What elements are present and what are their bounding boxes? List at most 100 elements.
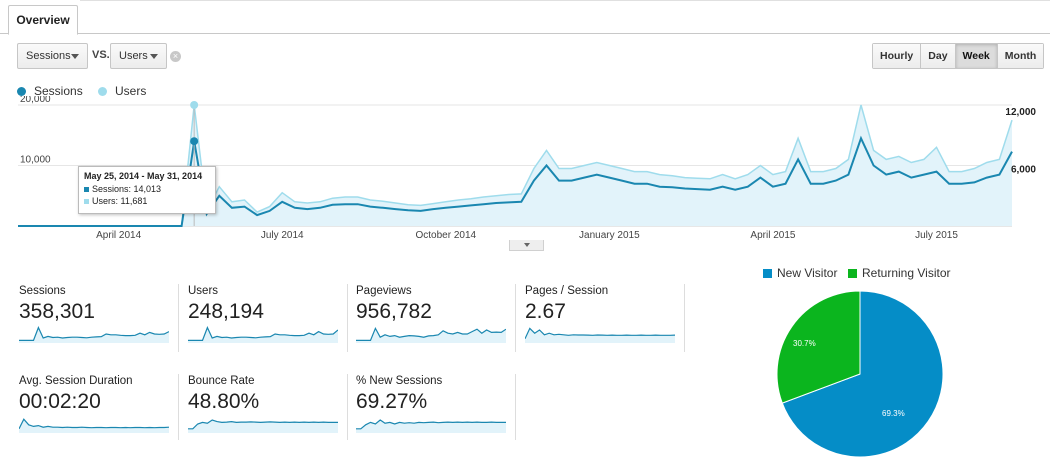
x-tick-label: January 2015 [579, 230, 640, 241]
metric-label: % New Sessions [356, 375, 443, 387]
metric-sparkline [19, 418, 169, 433]
metric-divider [515, 284, 516, 352]
metric-sparkline [19, 326, 169, 343]
pie-slice-label: 69.3% [882, 409, 905, 418]
metric-avg-session-duration[interactable]: Avg. Session Duration 00:02:20 [19, 375, 179, 445]
sparkline-line [356, 419, 506, 430]
metric-label: Avg. Session Duration [19, 375, 133, 387]
users-area [18, 105, 1012, 226]
sparkline-line [19, 418, 169, 430]
users-dot-icon [98, 86, 107, 96]
metric-value: 48.80% [188, 390, 260, 413]
metric-pageviews[interactable]: Pageviews 956,782 [356, 285, 516, 355]
vs-label: VS. [92, 49, 110, 61]
metric-divider [515, 374, 516, 440]
x-tick-label: October 2014 [415, 230, 476, 241]
chevron-down-icon [150, 54, 158, 59]
pie-slice-label: 30.7% [793, 339, 816, 348]
metric-label: Pages / Session [525, 285, 609, 297]
tooltip-users: Users: 11,681 [92, 196, 148, 206]
sparkline-area [188, 327, 338, 343]
sessions-dot-icon [17, 86, 26, 96]
returning-visitor-swatch-icon [848, 268, 857, 278]
y-tick-label-right: 6,000 [1011, 165, 1036, 176]
sparkline-area [525, 328, 675, 343]
pie-legend-label: Returning Visitor [862, 266, 951, 280]
y-tick-label-left: 10,000 [20, 155, 51, 166]
metric-sparkline [188, 419, 338, 433]
metric-sessions[interactable]: Sessions 358,301 [19, 285, 179, 355]
month-button[interactable]: Month [997, 44, 1044, 68]
metric-value: 00:02:20 [19, 390, 101, 413]
remove-comparison-icon[interactable]: × [170, 51, 181, 62]
sparkline-area [19, 327, 169, 343]
sparkline-area [356, 420, 506, 433]
metric-users[interactable]: Users 248,194 [188, 285, 348, 355]
metric-sparkline [356, 419, 506, 433]
metric-sparkline [356, 327, 506, 343]
users-swatch-icon [84, 198, 89, 204]
secondary-metric-select[interactable]: Users [110, 43, 167, 69]
metric-label: Users [188, 285, 219, 297]
legend-sessions[interactable]: Sessions [17, 84, 83, 98]
metric-label: Bounce Rate [188, 375, 255, 387]
pie-slice-new-visitor [781, 290, 944, 458]
new-visitor-swatch-icon [763, 268, 772, 278]
sessions-highlight-point [190, 137, 199, 146]
hourly-button[interactable]: Hourly [873, 44, 922, 68]
legend-users[interactable]: Users [98, 84, 146, 98]
primary-metric-select[interactable]: Sessions [17, 43, 88, 69]
sparkline-line [525, 327, 675, 340]
metric-value: 2.67 [525, 300, 566, 323]
metric-sparkline [188, 326, 338, 343]
metric-divider [347, 284, 348, 352]
sparkline-area [356, 328, 506, 343]
metric-divider [347, 374, 348, 440]
metric-label: Pageviews [356, 285, 412, 297]
tooltip-date-range: May 25, 2014 - May 31, 2014 [84, 171, 203, 181]
metric-bounce-rate[interactable]: Bounce Rate 48.80% [188, 375, 348, 445]
metric-value: 358,301 [19, 300, 95, 323]
pie-legend-label: New Visitor [777, 266, 838, 280]
y-tick-label-left: 20,000 [20, 96, 51, 105]
tab-overview[interactable]: Overview [8, 5, 78, 35]
y-tick-label-right: 12,000 [1005, 107, 1036, 118]
chart-tooltip: May 25, 2014 - May 31, 2014 Sessions: 14… [78, 166, 216, 214]
secondary-metric-label: Users [119, 50, 148, 62]
week-button[interactable]: Week [955, 44, 998, 68]
x-tick-label: July 2014 [261, 230, 304, 241]
metric-divider [178, 284, 179, 352]
chart-expand-handle[interactable] [509, 240, 544, 251]
metric-value: 248,194 [188, 300, 264, 323]
sparkline-line [356, 327, 506, 341]
chevron-down-icon [524, 243, 530, 247]
metric-divider [684, 284, 685, 352]
metric-pages-per-session[interactable]: Pages / Session 2.67 [525, 285, 685, 355]
users-highlight-point [190, 101, 199, 109]
metric-new-sessions[interactable]: % New Sessions 69.27% [356, 375, 516, 445]
sparkline-line [188, 419, 338, 430]
sparkline-area [188, 420, 338, 433]
x-tick-label: April 2014 [96, 230, 141, 241]
tooltip-sessions: Sessions: 14,013 [92, 184, 162, 194]
legend-users-label: Users [115, 84, 147, 98]
sparkline-line [19, 326, 169, 341]
day-button[interactable]: Day [921, 44, 956, 68]
pie-legend-returning-visitor[interactable]: Returning Visitor [848, 266, 951, 280]
metric-value: 956,782 [356, 300, 432, 323]
time-granularity-group: Hourly Day Week Month [872, 43, 1045, 69]
metric-divider [178, 374, 179, 440]
sparkline-area [19, 419, 169, 433]
primary-metric-label: Sessions [26, 50, 71, 62]
tab-bar-top-border [80, 0, 1050, 3]
metric-value: 69.27% [356, 390, 428, 413]
visitor-type-pie-chart[interactable]: 69.3% 30.7% [775, 288, 945, 460]
pie-slice-returning-visitor [776, 290, 861, 404]
legend-sessions-label: Sessions [34, 84, 83, 98]
tab-bar: Overview [0, 0, 1050, 35]
pie-legend-new-visitor[interactable]: New Visitor [763, 266, 837, 280]
x-tick-label: April 2015 [750, 230, 795, 241]
metric-sparkline [525, 327, 675, 343]
x-tick-label: July 2015 [915, 230, 958, 241]
